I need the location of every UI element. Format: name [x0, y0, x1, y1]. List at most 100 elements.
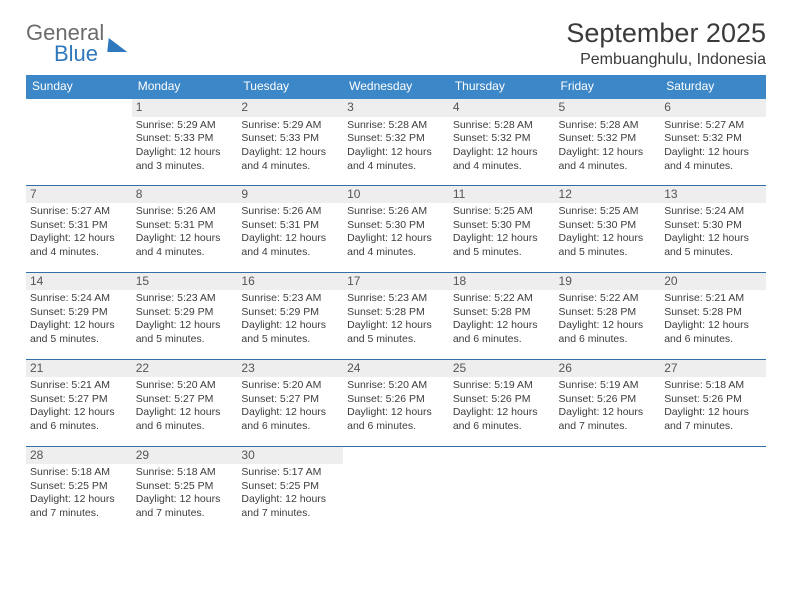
day-details: Sunrise: 5:20 AMSunset: 5:26 PMDaylight:… [347, 379, 445, 434]
sunrise-line: Sunrise: 5:25 AM [453, 205, 551, 219]
calendar-day-cell: 18Sunrise: 5:22 AMSunset: 5:28 PMDayligh… [449, 272, 555, 359]
sunset-line: Sunset: 5:29 PM [136, 306, 234, 320]
calendar-day-cell: 3Sunrise: 5:28 AMSunset: 5:32 PMDaylight… [343, 98, 449, 185]
daylight-line: Daylight: 12 hours and 4 minutes. [559, 146, 657, 173]
sunrise-line: Sunrise: 5:23 AM [347, 292, 445, 306]
daylight-line: Daylight: 12 hours and 4 minutes. [241, 146, 339, 173]
sunrise-line: Sunrise: 5:21 AM [30, 379, 128, 393]
sunrise-line: Sunrise: 5:21 AM [664, 292, 762, 306]
day-number: 25 [449, 360, 555, 378]
day-number: 28 [26, 447, 132, 465]
location-subtitle: Pembuanghulu, Indonesia [566, 51, 766, 69]
calendar-day-cell: 5Sunrise: 5:28 AMSunset: 5:32 PMDaylight… [555, 98, 661, 185]
sunrise-line: Sunrise: 5:24 AM [664, 205, 762, 219]
day-details: Sunrise: 5:24 AMSunset: 5:30 PMDaylight:… [664, 205, 762, 260]
calendar-day-cell: 19Sunrise: 5:22 AMSunset: 5:28 PMDayligh… [555, 272, 661, 359]
title-block: September 2025 Pembuanghulu, Indonesia [566, 18, 766, 69]
calendar-week-row: 21Sunrise: 5:21 AMSunset: 5:27 PMDayligh… [26, 359, 766, 446]
calendar-day-cell: 2Sunrise: 5:29 AMSunset: 5:33 PMDaylight… [237, 98, 343, 185]
calendar-day-cell: 17Sunrise: 5:23 AMSunset: 5:28 PMDayligh… [343, 272, 449, 359]
calendar-day-cell: 8Sunrise: 5:26 AMSunset: 5:31 PMDaylight… [132, 185, 238, 272]
calendar-day-cell [660, 446, 766, 533]
daylight-line: Daylight: 12 hours and 6 minutes. [136, 406, 234, 433]
sunset-line: Sunset: 5:33 PM [136, 132, 234, 146]
day-number: 13 [660, 186, 766, 204]
day-details: Sunrise: 5:28 AMSunset: 5:32 PMDaylight:… [453, 119, 551, 174]
sunrise-line: Sunrise: 5:28 AM [347, 119, 445, 133]
sunset-line: Sunset: 5:31 PM [136, 219, 234, 233]
sunrise-line: Sunrise: 5:18 AM [136, 466, 234, 480]
day-details: Sunrise: 5:20 AMSunset: 5:27 PMDaylight:… [241, 379, 339, 434]
sunrise-line: Sunrise: 5:19 AM [559, 379, 657, 393]
calendar-day-cell [26, 98, 132, 185]
day-details: Sunrise: 5:28 AMSunset: 5:32 PMDaylight:… [559, 119, 657, 174]
day-details: Sunrise: 5:24 AMSunset: 5:29 PMDaylight:… [30, 292, 128, 347]
day-details: Sunrise: 5:26 AMSunset: 5:31 PMDaylight:… [136, 205, 234, 260]
daylight-line: Daylight: 12 hours and 5 minutes. [241, 319, 339, 346]
day-details: Sunrise: 5:18 AMSunset: 5:25 PMDaylight:… [136, 466, 234, 521]
sunrise-line: Sunrise: 5:29 AM [136, 119, 234, 133]
daylight-line: Daylight: 12 hours and 4 minutes. [241, 232, 339, 259]
daylight-line: Daylight: 12 hours and 4 minutes. [136, 232, 234, 259]
calendar-week-row: 7Sunrise: 5:27 AMSunset: 5:31 PMDaylight… [26, 185, 766, 272]
day-number: 15 [132, 273, 238, 291]
day-number: 7 [26, 186, 132, 204]
weekday-header: Saturday [660, 75, 766, 98]
calendar-day-cell [449, 446, 555, 533]
sunset-line: Sunset: 5:28 PM [347, 306, 445, 320]
day-number: 27 [660, 360, 766, 378]
sunset-line: Sunset: 5:29 PM [30, 306, 128, 320]
daylight-line: Daylight: 12 hours and 6 minutes. [559, 319, 657, 346]
calendar-day-cell: 20Sunrise: 5:21 AMSunset: 5:28 PMDayligh… [660, 272, 766, 359]
calendar-week-row: 28Sunrise: 5:18 AMSunset: 5:25 PMDayligh… [26, 446, 766, 533]
sunset-line: Sunset: 5:32 PM [664, 132, 762, 146]
day-number: 20 [660, 273, 766, 291]
day-number: 8 [132, 186, 238, 204]
calendar-day-cell: 14Sunrise: 5:24 AMSunset: 5:29 PMDayligh… [26, 272, 132, 359]
brand-mark-icon [108, 38, 129, 52]
calendar-day-cell: 23Sunrise: 5:20 AMSunset: 5:27 PMDayligh… [237, 359, 343, 446]
daylight-line: Daylight: 12 hours and 4 minutes. [453, 146, 551, 173]
brand-text: General Blue [26, 22, 104, 65]
sunrise-line: Sunrise: 5:26 AM [136, 205, 234, 219]
day-number: 6 [660, 99, 766, 117]
sunset-line: Sunset: 5:32 PM [347, 132, 445, 146]
calendar-day-cell: 10Sunrise: 5:26 AMSunset: 5:30 PMDayligh… [343, 185, 449, 272]
day-details: Sunrise: 5:25 AMSunset: 5:30 PMDaylight:… [559, 205, 657, 260]
day-details: Sunrise: 5:23 AMSunset: 5:28 PMDaylight:… [347, 292, 445, 347]
sunrise-line: Sunrise: 5:25 AM [559, 205, 657, 219]
sunset-line: Sunset: 5:25 PM [136, 480, 234, 494]
sunrise-line: Sunrise: 5:20 AM [347, 379, 445, 393]
day-details: Sunrise: 5:23 AMSunset: 5:29 PMDaylight:… [241, 292, 339, 347]
daylight-line: Daylight: 12 hours and 7 minutes. [30, 493, 128, 520]
sunrise-line: Sunrise: 5:24 AM [30, 292, 128, 306]
day-number: 29 [132, 447, 238, 465]
sunrise-line: Sunrise: 5:20 AM [136, 379, 234, 393]
calendar-day-cell: 27Sunrise: 5:18 AMSunset: 5:26 PMDayligh… [660, 359, 766, 446]
sunset-line: Sunset: 5:33 PM [241, 132, 339, 146]
day-number: 4 [449, 99, 555, 117]
sunrise-line: Sunrise: 5:19 AM [453, 379, 551, 393]
day-number: 30 [237, 447, 343, 465]
day-number: 1 [132, 99, 238, 117]
sunset-line: Sunset: 5:27 PM [30, 393, 128, 407]
day-details: Sunrise: 5:27 AMSunset: 5:31 PMDaylight:… [30, 205, 128, 260]
sunrise-line: Sunrise: 5:17 AM [241, 466, 339, 480]
header: General Blue September 2025 Pembuanghulu… [26, 18, 766, 69]
sunrise-line: Sunrise: 5:18 AM [664, 379, 762, 393]
calendar-day-cell: 7Sunrise: 5:27 AMSunset: 5:31 PMDaylight… [26, 185, 132, 272]
day-details: Sunrise: 5:29 AMSunset: 5:33 PMDaylight:… [241, 119, 339, 174]
calendar-page: General Blue September 2025 Pembuanghulu… [0, 0, 792, 543]
calendar-table: Sunday Monday Tuesday Wednesday Thursday… [26, 75, 766, 533]
daylight-line: Daylight: 12 hours and 6 minutes. [453, 319, 551, 346]
sunrise-line: Sunrise: 5:20 AM [241, 379, 339, 393]
calendar-day-cell: 11Sunrise: 5:25 AMSunset: 5:30 PMDayligh… [449, 185, 555, 272]
day-details: Sunrise: 5:21 AMSunset: 5:27 PMDaylight:… [30, 379, 128, 434]
sunset-line: Sunset: 5:25 PM [30, 480, 128, 494]
day-details: Sunrise: 5:20 AMSunset: 5:27 PMDaylight:… [136, 379, 234, 434]
sunrise-line: Sunrise: 5:28 AM [559, 119, 657, 133]
day-details: Sunrise: 5:29 AMSunset: 5:33 PMDaylight:… [136, 119, 234, 174]
day-number: 3 [343, 99, 449, 117]
calendar-week-row: 14Sunrise: 5:24 AMSunset: 5:29 PMDayligh… [26, 272, 766, 359]
sunrise-line: Sunrise: 5:28 AM [453, 119, 551, 133]
